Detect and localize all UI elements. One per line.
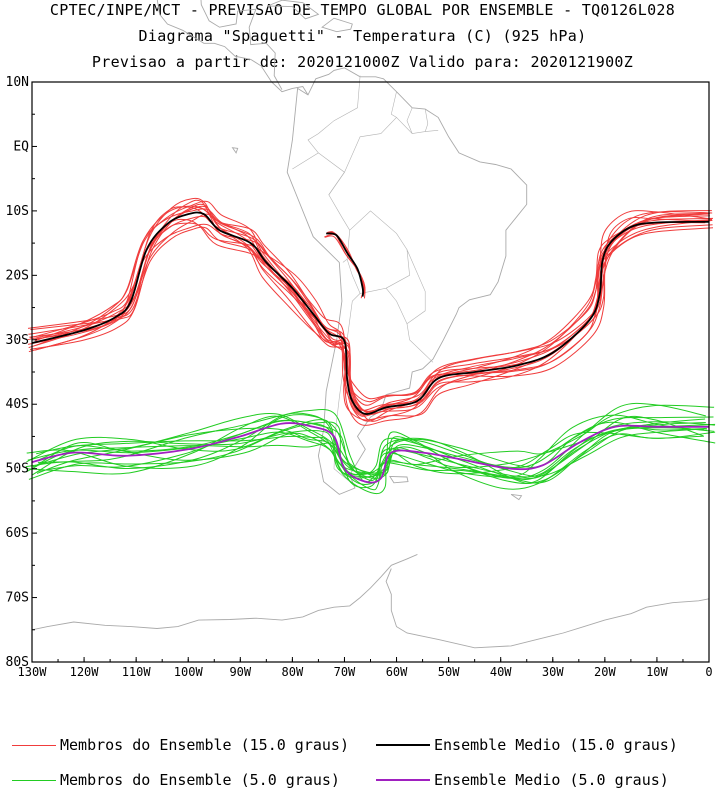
lat-label-10s: 10S [6,204,29,219]
lon-label-40w: 40W [490,665,512,679]
member-5-line [25,415,716,489]
legend-swatch-mean-5 [376,779,430,781]
lon-label-80w: 80W [282,665,304,679]
mean-15-andes-line [326,232,364,297]
lon-label-120w: 120W [70,665,100,679]
members-15-lines [27,197,714,426]
legend-item-members-5: Membros do Ensemble (5.0 graus) [12,771,340,789]
members-5-lines [25,402,716,495]
member-5-line [37,421,716,495]
south-georgia-coast [510,493,523,501]
legend-swatch-members-5 [12,779,56,781]
legend-swatch-members-15 [12,744,56,746]
lon-label-0: 0 [705,665,712,679]
lat-label-20s: 20S [6,268,29,283]
country-border-4 [328,116,439,195]
mean-15-line [31,211,710,415]
legend-label-members-5: Membros do Ensemble (5.0 graus) [60,771,340,789]
member-15-line [30,215,706,406]
coastlines [31,0,710,649]
lon-label-20w: 20W [594,665,616,679]
lat-label-30s: 30S [6,333,29,348]
lat-label-40s: 40S [6,397,29,412]
member-15-line [27,216,706,412]
title-line-3: Previsao a partir de: 2020121000Z Valido… [91,53,634,71]
legend-label-mean-5: Ensemble Medio (5.0 graus) [434,771,669,789]
member-15-andes-line [324,233,366,294]
lon-label-130w: 130W [18,665,48,679]
member-15-andes-line [327,231,365,297]
legend-swatch-mean-15 [376,744,430,746]
legend-item-members-15: Membros do Ensemble (15.0 graus) [12,736,349,754]
member-15-line [34,200,713,411]
legend-item-mean-15: Ensemble Medio (15.0 graus) [376,736,678,754]
lat-label-10n: 10N [6,75,29,90]
member-15-line [27,199,710,426]
lat-label-50s: 50S [6,462,29,477]
lat-label-80s: 80S [6,655,29,670]
cuba-coast [267,0,320,20]
lat-label-eq: EQ [13,139,29,154]
country-border-5 [307,75,361,154]
country-border-8 [424,109,429,132]
lon-label-60w: 60W [386,665,408,679]
country-border-7 [406,107,413,134]
lon-label-10w: 10W [646,665,668,679]
weddell-coast [385,568,710,649]
map-frame [31,81,710,663]
country-border-3 [406,249,434,363]
member-15-andes-line [326,231,365,299]
mean-5-line [31,422,709,484]
lon-label-100w: 100W [174,665,204,679]
lat-label-60s: 60S [6,526,29,541]
hispaniola-coast [321,17,353,33]
member-15-line [35,205,713,421]
lon-label-110w: 110W [122,665,152,679]
legend-label-mean-15: Ensemble Medio (15.0 graus) [434,736,678,754]
member-5-line [28,421,705,490]
legend-item-mean-5: Ensemble Medio (5.0 graus) [376,771,669,789]
member-5-line [36,415,704,481]
lat-label-70s: 70S [6,591,29,606]
lon-label-30w: 30W [542,665,564,679]
lon-label-50w: 50W [438,665,460,679]
legend: Membros do Ensemble (15.0 graus) Ensembl… [0,722,725,792]
legend-label-members-15: Membros do Ensemble (15.0 graus) [60,736,349,754]
falklands-coast [388,475,409,484]
caribbean-coast [200,0,283,90]
lon-label-70w: 70W [334,665,356,679]
member-5-line [25,412,705,479]
south-america-coast [286,67,528,495]
lon-label-90w: 90W [229,665,251,679]
antarctica-coast [31,553,418,631]
member-5-line [26,414,715,482]
ensemble-mean-lines [31,211,710,484]
member-5-line [36,427,707,491]
country-border-6 [390,91,397,118]
country-border-9 [385,288,408,324]
member-15-line [29,203,714,413]
galapagos-coast [231,147,239,154]
member-15-line [27,213,713,422]
country-border-2 [349,210,410,294]
central-america-coast [156,0,309,96]
